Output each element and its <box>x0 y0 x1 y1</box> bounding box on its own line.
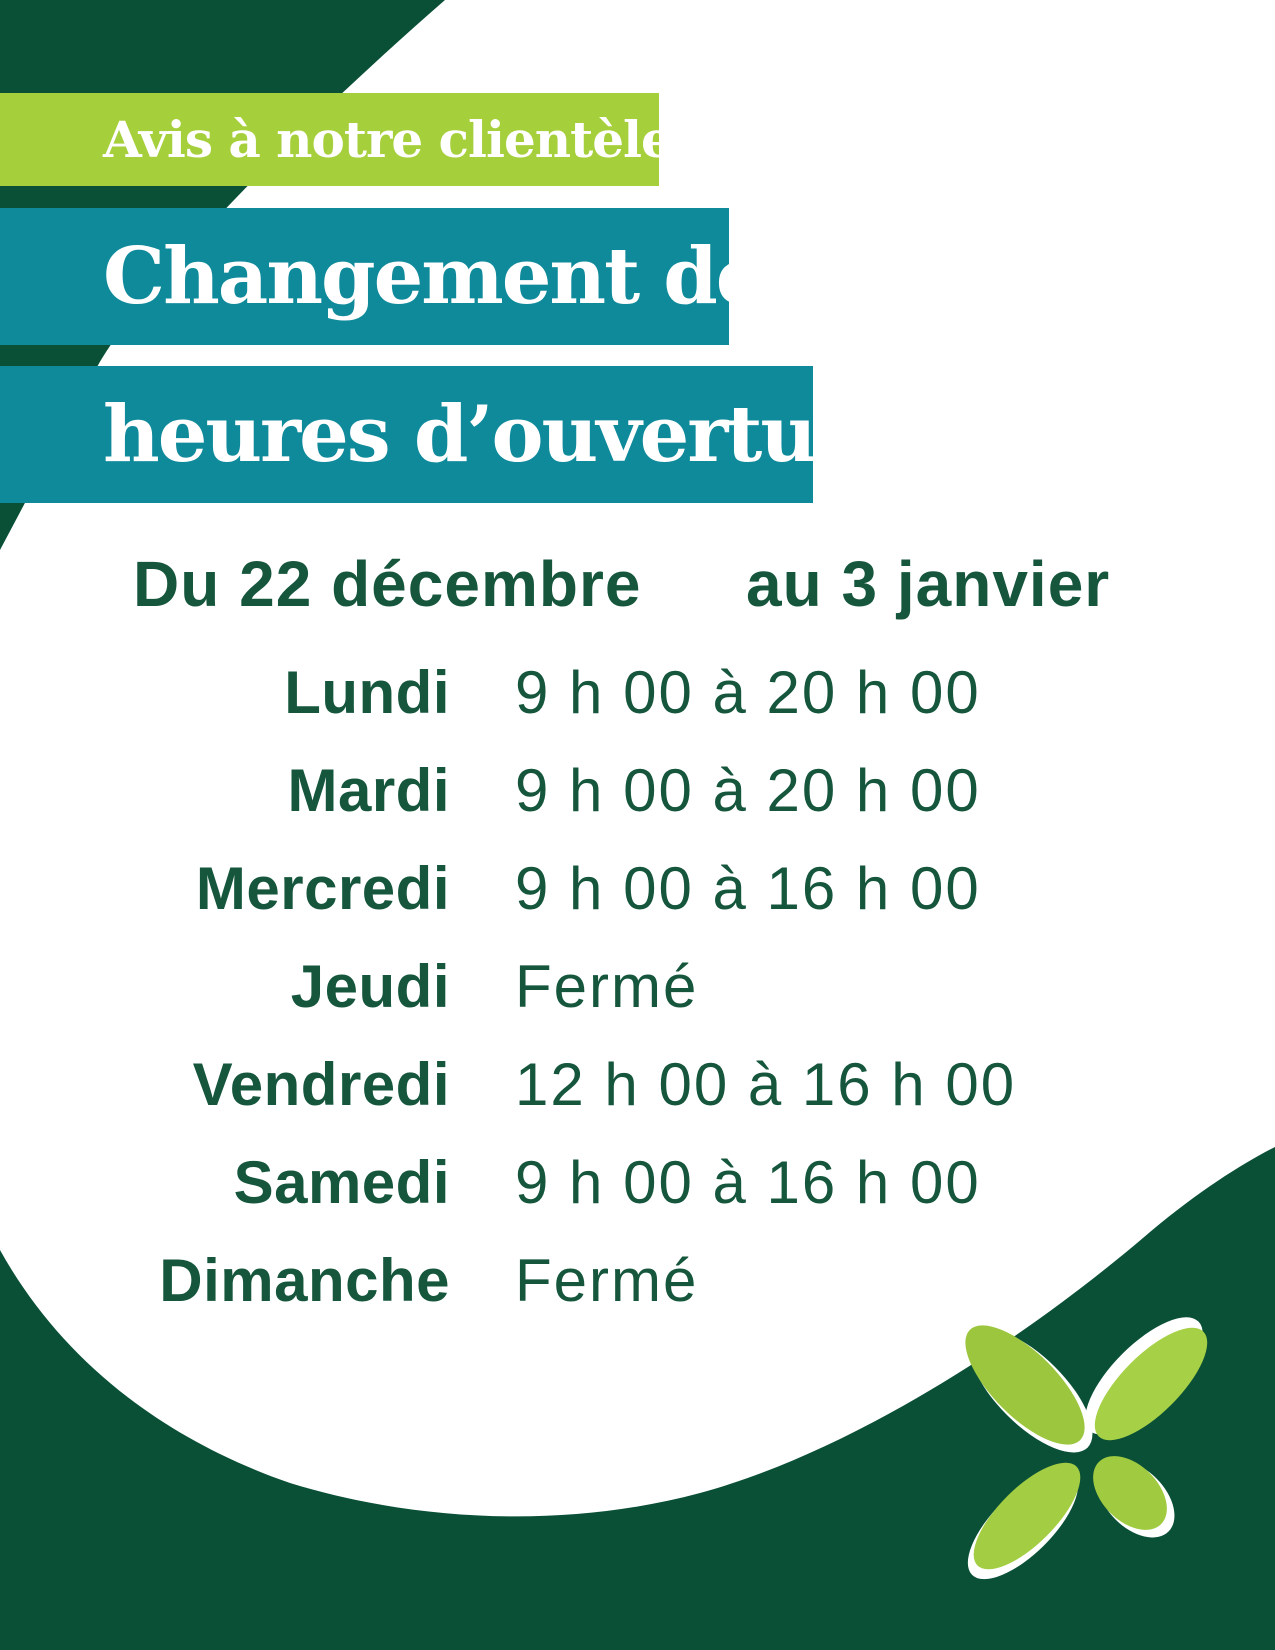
petal-lower-left <box>973 1462 1081 1570</box>
eyebrow-band: Avis à notre clientèle <box>0 93 673 186</box>
schedule-table: Lundi 9 h 00 à 20 h 00 Mardi 9 h 00 à 20… <box>0 643 1275 1329</box>
hours-value: 9 h 00 à 16 h 00 <box>515 854 981 922</box>
hours-value: 9 h 00 à 16 h 00 <box>515 1148 981 1216</box>
petal-upper-left <box>965 1325 1085 1445</box>
day-label: Jeudi <box>290 952 450 1020</box>
day-label: Mercredi <box>195 854 450 922</box>
schedule-row: Lundi 9 h 00 à 20 h 00 <box>0 643 1275 741</box>
title-band-line2: heures d’ouverture <box>0 366 904 503</box>
date-range-to: au 3 janvier <box>746 548 1111 620</box>
hours-value: Fermé <box>515 952 699 1020</box>
four-petal-clover-logo <box>965 1317 1208 1580</box>
hours-value: 12 h 00 à 16 h 00 <box>515 1050 1017 1118</box>
day-label: Samedi <box>233 1148 450 1216</box>
date-range-from: Du 22 décembre <box>133 548 642 620</box>
hours-value: Fermé <box>515 1246 699 1314</box>
hours-value: 9 h 00 à 20 h 00 <box>515 756 981 824</box>
schedule-row: Mardi 9 h 00 à 20 h 00 <box>0 741 1275 839</box>
schedule-row: Samedi 9 h 00 à 16 h 00 <box>0 1133 1275 1231</box>
petal-upper-right <box>1094 1327 1208 1441</box>
day-label: Dimanche <box>159 1246 450 1314</box>
eyebrow-label: Avis à notre clientèle <box>103 110 673 169</box>
bottom-curve-shape <box>0 1147 1275 1650</box>
schedule-row: Dimanche Fermé <box>0 1231 1275 1329</box>
schedule-row: Vendredi 12 h 00 à 16 h 00 <box>0 1035 1275 1133</box>
day-label: Vendredi <box>192 1050 450 1118</box>
title-line1: Changement des <box>103 231 807 322</box>
day-label: Mardi <box>287 756 450 824</box>
day-label: Lundi <box>284 658 450 726</box>
schedule-row: Jeudi Fermé <box>0 937 1275 1035</box>
title-band-line1: Changement des <box>0 208 807 345</box>
hours-value: 9 h 00 à 20 h 00 <box>515 658 981 726</box>
schedule-row: Mercredi 9 h 00 à 16 h 00 <box>0 839 1275 937</box>
title-line2: heures d’ouverture <box>103 389 904 480</box>
petal-lower-right <box>1093 1456 1167 1530</box>
